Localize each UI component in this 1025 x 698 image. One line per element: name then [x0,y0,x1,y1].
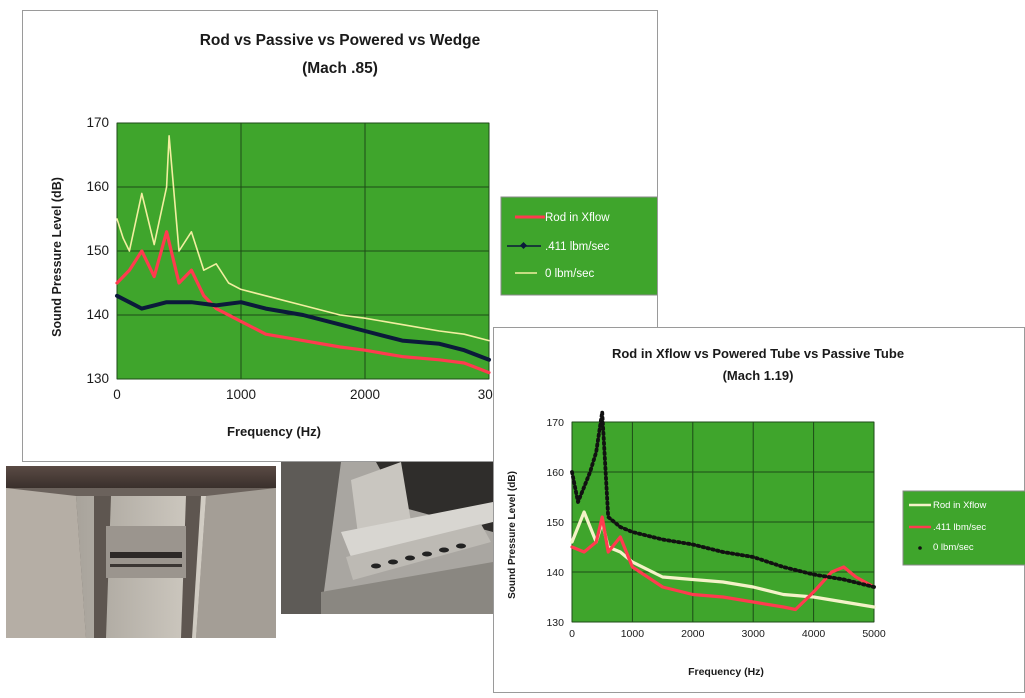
chart-mach-119: Rod in Xflow vs Powered Tube vs Passive … [507,346,1025,678]
x-tick-label: 0 [113,387,121,402]
chart-mach-119-panel: Rod in Xflow vs Powered Tube vs Passive … [493,327,1025,693]
series-line-1 [570,515,876,612]
y-axis-label: Sound Pressure Level (dB) [507,471,518,599]
y-axis-label: Sound Pressure Level (dB) [50,177,64,337]
x-tick-label: 4000 [802,628,826,640]
x-tick-label: 1000 [621,628,645,640]
x-tick-label: 0 [569,628,575,640]
x-tick-label: 1000 [226,387,256,402]
series-line-1 [115,293,491,362]
chart-subtitle: (Mach 1.19) [723,368,794,383]
chart-subtitle: (Mach .85) [302,60,378,77]
y-tick-label: 160 [86,179,109,194]
x-tick-label: 2000 [681,628,705,640]
series-line-0 [115,230,491,375]
legend-box [500,196,686,296]
legend-marker-2 [918,546,922,550]
y-tick-label: 130 [546,617,564,629]
y-tick-label: 130 [86,371,109,386]
y-tick-label: 170 [546,417,564,429]
x-tick-label: 5000 [862,628,886,640]
chart-mach-085: Rod vs Passive vs Powered vs Wedge (Mach… [50,32,686,439]
x-axis-label: Frequency (Hz) [227,424,321,439]
y-tick-label: 150 [86,243,109,258]
wind-tunnel-channel-photo [6,466,276,638]
legend-label-1: .411 lbm/sec [545,241,610,253]
legend: Rod in Xflow .411 lbm/sec 0 lbm/sec [500,196,686,296]
chart-title: Rod vs Passive vs Powered vs Wedge [200,32,481,49]
y-tick-label: 170 [86,115,109,130]
series-line-2 [570,410,876,589]
y-tick-label: 140 [546,567,564,579]
y-tick-label: 160 [546,467,564,479]
legend-marker-1 [519,241,528,250]
y-tick-label: 150 [546,517,564,529]
x-axis-label: Frequency (Hz) [688,666,764,678]
legend-label-2: 0 lbm/sec [933,542,974,553]
series-line-2 [116,135,490,342]
legend: Rod in Xflow .411 lbm/sec 0 lbm/sec [902,490,1025,566]
chart-title: Rod in Xflow vs Powered Tube vs Passive … [612,346,904,361]
legend-label-1: .411 lbm/sec [933,522,986,533]
powered-tube-photo [281,462,493,614]
y-tick-label: 140 [86,307,109,322]
x-tick-label: 2000 [350,387,380,402]
legend-label-0: Rod in Xflow [545,212,610,224]
legend-label-2: 0 lbm/sec [545,268,594,280]
x-tick-label: 3000 [742,628,766,640]
legend-label-0: Rod in Xflow [933,500,986,511]
chart-mach-085-panel: Rod vs Passive vs Powered vs Wedge (Mach… [22,10,686,462]
